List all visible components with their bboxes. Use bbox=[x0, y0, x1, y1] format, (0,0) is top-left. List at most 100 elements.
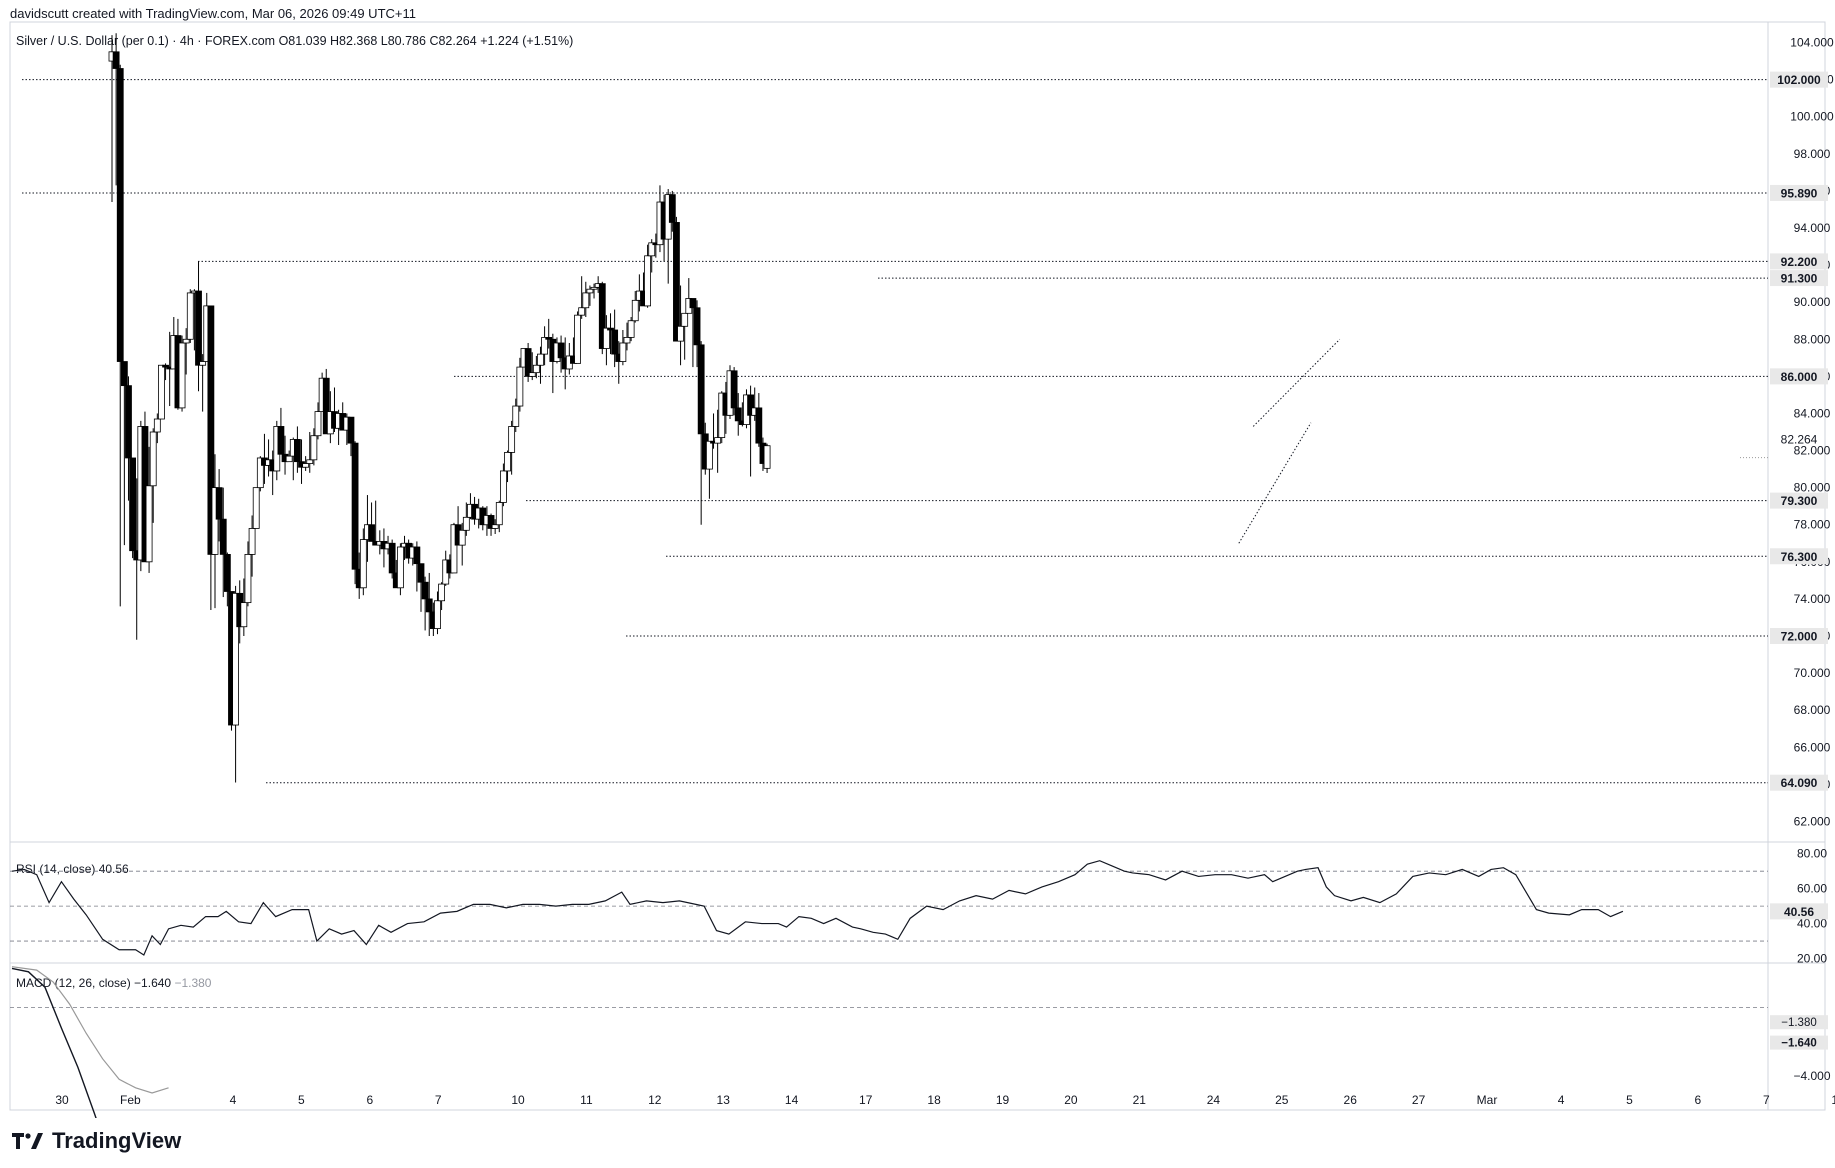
candle-body bbox=[396, 546, 404, 589]
price-chart[interactable]: 104.000102.000100.00098.00096.00094.0009… bbox=[0, 0, 1835, 1118]
candle-body bbox=[421, 581, 429, 600]
candle bbox=[644, 244, 651, 308]
candle bbox=[607, 313, 614, 355]
candle bbox=[763, 443, 771, 473]
level-tag-label: 86.000 bbox=[1781, 370, 1818, 384]
candle-body bbox=[293, 439, 301, 463]
candle-body bbox=[351, 442, 359, 570]
candle-body bbox=[574, 314, 581, 364]
candle bbox=[677, 285, 684, 366]
x-tick-label: 17 bbox=[859, 1093, 873, 1107]
candle-body bbox=[302, 463, 310, 468]
candle bbox=[125, 376, 132, 501]
macd-signal-value: −1.380 bbox=[174, 976, 212, 990]
trend-channel-line bbox=[1238, 422, 1312, 544]
trend-channel-line bbox=[1252, 338, 1341, 427]
candle-body bbox=[434, 600, 441, 629]
rsi-tick-label: 80.00 bbox=[1797, 847, 1827, 861]
candle bbox=[162, 363, 169, 381]
x-tick-label: 18 bbox=[927, 1093, 941, 1107]
candle bbox=[388, 539, 396, 579]
candle bbox=[495, 500, 503, 533]
macd-tag-label: −1.640 bbox=[1781, 1038, 1817, 1050]
x-tick-label: 20 bbox=[1064, 1093, 1078, 1107]
x-tick-label: 4 bbox=[1558, 1093, 1565, 1107]
level-tag-label: 102.000 bbox=[1777, 73, 1821, 87]
candle bbox=[532, 355, 540, 379]
candle bbox=[706, 440, 713, 499]
level-tag-label: 92.200 bbox=[1781, 255, 1818, 269]
candle bbox=[598, 281, 606, 355]
candle bbox=[434, 591, 441, 635]
level-tag bbox=[1770, 71, 1828, 88]
candle-body bbox=[240, 602, 248, 628]
price-tick-label: 88.000 bbox=[1794, 332, 1831, 346]
candle-body bbox=[697, 344, 705, 435]
price-tick-label: 82.000 bbox=[1794, 444, 1831, 458]
candle-body bbox=[248, 528, 256, 555]
candle bbox=[310, 428, 318, 466]
candle bbox=[697, 341, 705, 525]
candle bbox=[120, 361, 128, 546]
level-tag bbox=[1770, 774, 1828, 791]
price-tick-label: 94.000 bbox=[1794, 221, 1831, 235]
x-tick-label: 10 bbox=[511, 1093, 525, 1107]
candle bbox=[689, 298, 697, 368]
candle bbox=[681, 312, 689, 360]
tradingview-brand[interactable]: TradingView bbox=[12, 1128, 181, 1154]
candle-body bbox=[149, 431, 157, 487]
candle bbox=[413, 541, 421, 592]
price-tick-label: 98.000 bbox=[1794, 147, 1831, 161]
rsi-tick-label: 60.00 bbox=[1797, 882, 1827, 896]
candle-body bbox=[677, 325, 684, 342]
candle-body bbox=[623, 337, 631, 344]
candle-body bbox=[116, 68, 124, 362]
level-tag bbox=[1770, 492, 1828, 509]
candle bbox=[714, 409, 722, 473]
candle bbox=[487, 513, 495, 536]
price-tick-label: 84.000 bbox=[1794, 406, 1831, 420]
x-tick-label: 26 bbox=[1344, 1093, 1358, 1107]
x-tick-label: 12 bbox=[648, 1093, 662, 1107]
candle bbox=[557, 335, 565, 373]
candle bbox=[277, 407, 285, 455]
price-tick-label: 68.000 bbox=[1794, 703, 1831, 717]
x-tick-label: 6 bbox=[366, 1093, 373, 1107]
candle bbox=[112, 33, 120, 186]
x-tick-label: 1 bbox=[1831, 1093, 1835, 1107]
candle-body bbox=[545, 337, 553, 340]
candle-body bbox=[598, 283, 606, 349]
candle bbox=[693, 300, 701, 368]
x-tick-label: 24 bbox=[1207, 1093, 1221, 1107]
level-tag bbox=[1770, 270, 1828, 287]
candle-body bbox=[223, 554, 231, 592]
candle bbox=[178, 335, 186, 412]
candle-body bbox=[541, 337, 548, 355]
symbol-name: Silver / U.S. Dollar (per 0.1) · 4h · FO… bbox=[16, 34, 276, 48]
candle bbox=[145, 446, 153, 573]
macd-signal-tag-label: −1.380 bbox=[1781, 1017, 1817, 1029]
price-tick-label: 62.000 bbox=[1794, 814, 1831, 828]
candle-body bbox=[182, 338, 190, 344]
candle-body bbox=[557, 342, 565, 359]
rsi-value: 40.56 bbox=[98, 862, 129, 876]
candle-body bbox=[359, 539, 367, 589]
x-tick-label: 19 bbox=[996, 1093, 1010, 1107]
candle bbox=[611, 309, 619, 368]
candle-body bbox=[310, 435, 318, 461]
x-tick-label: 13 bbox=[717, 1093, 731, 1107]
x-tick-label: 21 bbox=[1133, 1093, 1147, 1107]
candle bbox=[240, 578, 248, 636]
candle-body bbox=[425, 598, 433, 613]
candle-body bbox=[219, 518, 227, 555]
candle bbox=[256, 456, 264, 492]
candle bbox=[631, 291, 639, 323]
x-tick-label: 30 bbox=[55, 1093, 69, 1107]
candle-body bbox=[734, 407, 742, 422]
candle bbox=[524, 342, 532, 382]
candle bbox=[368, 502, 375, 542]
candle-body bbox=[590, 286, 598, 290]
price-tick-label: 66.000 bbox=[1794, 740, 1831, 754]
candle bbox=[512, 398, 520, 432]
price-tick-label: 80.000 bbox=[1794, 481, 1831, 495]
